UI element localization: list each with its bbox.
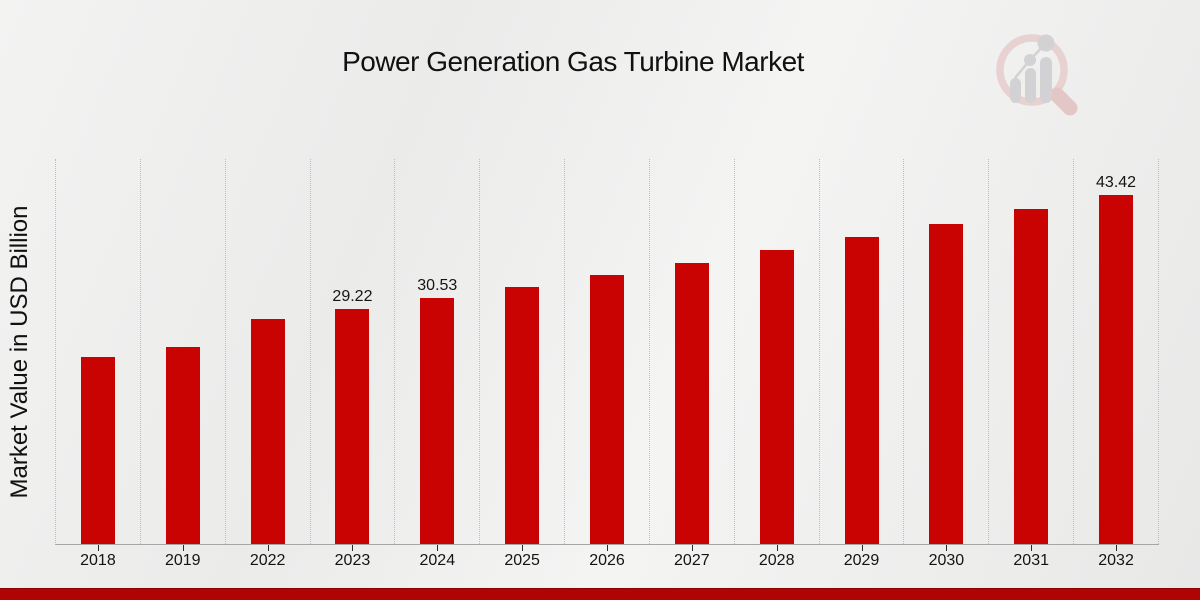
x-tick-label-2029: 2029: [843, 552, 880, 569]
x-axis-tick: [1116, 545, 1118, 551]
bar-2025: [505, 287, 540, 544]
x-tick-label-2025: 2025: [504, 552, 540, 569]
plot-area: 2018 2019 2022 29.22 2023 30.53 2024 2025 2026 20…: [55, 159, 1159, 569]
bar-2029: [844, 237, 879, 544]
x-tick-label-2031: 2031: [1013, 552, 1049, 569]
bar-value-label-2024: 30.53: [417, 277, 458, 294]
category-cell-2031: 2031: [989, 159, 1075, 569]
x-axis-tick: [522, 545, 524, 551]
x-axis-tick: [1031, 545, 1033, 551]
bar-2023: [335, 309, 370, 544]
bar-2028: [759, 250, 794, 544]
x-tick-label-2028: 2028: [758, 552, 795, 569]
x-axis-tick: [97, 545, 99, 551]
x-tick-label-2026: 2026: [589, 552, 625, 569]
bar-2032: [1099, 195, 1134, 544]
category-cell-2026: 2026: [565, 159, 650, 569]
bar-2018: [80, 357, 115, 544]
x-axis-tick: [267, 545, 269, 551]
footer-accent-bar: [0, 588, 1200, 600]
x-axis-tick: [437, 545, 439, 551]
x-tick-label-2027: 2027: [674, 552, 710, 569]
bar-2024: [420, 298, 455, 544]
category-cell-2029: 2029: [820, 159, 905, 569]
x-axis-tick: [861, 545, 863, 551]
x-axis-tick: [776, 545, 778, 551]
chart-title: Power Generation Gas Turbine Market: [342, 46, 804, 77]
x-tick-label-2030: 2030: [928, 552, 965, 569]
category-cell-2023: 29.22 2023: [311, 159, 396, 569]
bar-2031: [1014, 209, 1049, 544]
x-tick-label-2024: 2024: [419, 552, 456, 569]
x-axis-tick: [182, 545, 184, 551]
category-cell-2025: 2025: [480, 159, 566, 569]
x-tick-label-2032: 2032: [1098, 552, 1134, 569]
category-cell-2030: 2030: [904, 159, 990, 569]
category-cell-2018: 2018: [56, 159, 141, 569]
bar-2026: [589, 275, 624, 544]
category-cell-2024: 30.53 2024: [395, 159, 481, 569]
bar-2022: [250, 319, 285, 544]
x-tick-label-2019: 2019: [164, 552, 201, 569]
bar-value-label-2032: 43.42: [1096, 174, 1137, 191]
x-tick-label-2018: 2018: [80, 552, 116, 569]
x-axis-tick: [352, 545, 354, 551]
x-axis-tick: [946, 545, 948, 551]
x-axis-tick: [606, 545, 608, 551]
category-cell-2022: 2022: [226, 159, 311, 569]
x-axis-tick: [691, 545, 693, 551]
x-tick-label-2023: 2023: [334, 552, 371, 569]
bar-value-label-2023: 29.22: [332, 288, 373, 305]
category-cell-2019: 2019: [141, 159, 226, 569]
category-cell-2032: 43.42 2032: [1074, 159, 1159, 569]
bar-2030: [929, 224, 964, 544]
category-cell-2027: 2027: [650, 159, 735, 569]
bar-2019: [165, 347, 200, 544]
magnifier-bar-chart-logo-icon: [996, 34, 1078, 116]
category-cell-2028: 2028: [735, 159, 820, 569]
bar-2027: [674, 263, 709, 544]
y-axis-label: Market Value in USD Billion: [6, 205, 33, 499]
x-tick-label-2022: 2022: [249, 552, 286, 569]
